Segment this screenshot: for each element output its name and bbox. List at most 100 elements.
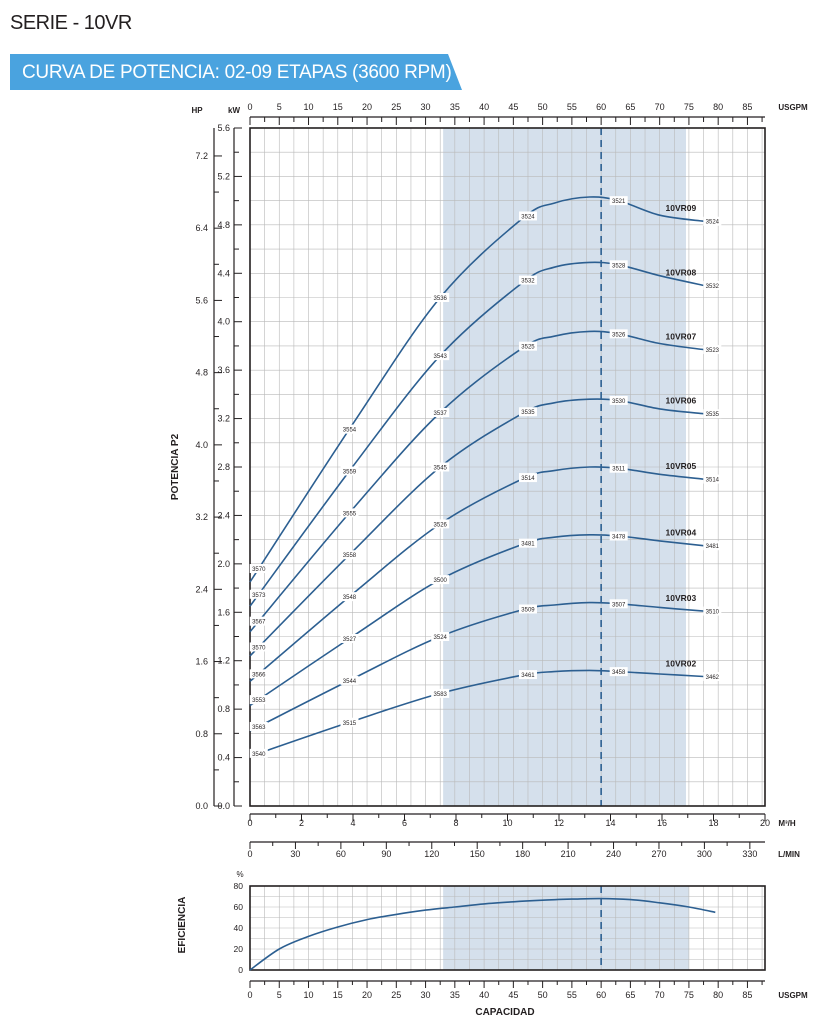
rpm-label-group: 3461 <box>518 670 537 680</box>
rpm-label: 3478 <box>612 535 626 541</box>
kw-tick-label: 2.4 <box>217 510 230 520</box>
bottom-usgpm-tick-label: 60 <box>596 990 606 1000</box>
usgpm-tick-label: 30 <box>421 102 431 112</box>
rpm-label-group: 3500 <box>431 575 450 585</box>
rpm-label: 3544 <box>343 679 357 685</box>
rpm-label-bg <box>703 541 722 551</box>
lmin-tick-label: 330 <box>742 849 757 859</box>
rpm-label-group: 3573 <box>249 589 268 599</box>
rpm-label: 3530 <box>612 399 626 405</box>
rpm-label: 3553 <box>252 698 266 704</box>
rpm-label: 3548 <box>343 595 357 601</box>
rpm-label-bg <box>249 721 268 731</box>
m3h-tick-label: 14 <box>605 818 615 828</box>
rpm-label-group: 3526 <box>609 329 628 339</box>
rpm-label-bg <box>609 395 628 405</box>
rpm-label: 3554 <box>343 428 357 434</box>
rpm-label-group: 3509 <box>518 604 537 614</box>
series-title: SERIE - 10VR <box>10 12 132 34</box>
banner-title: CURVA DE POTENCIA: 02-09 ETAPAS (3600 RP… <box>22 62 452 83</box>
bottom-usgpm-tick-label: 70 <box>655 990 665 1000</box>
rpm-label-bg <box>431 575 450 585</box>
hp-tick-label: 4.0 <box>195 440 208 450</box>
efficiency-tick-label: 40 <box>234 923 244 933</box>
rpm-label: 3524 <box>434 635 448 641</box>
rpm-label: 3521 <box>612 199 626 205</box>
rpm-label-bg <box>340 592 359 602</box>
rpm-label-group: 3535 <box>703 409 722 419</box>
rpm-label-group: 3478 <box>609 531 628 541</box>
rpm-label-group: 3537 <box>431 408 450 418</box>
rpm-label: 3535 <box>521 410 535 416</box>
rpm-label-group: 3570 <box>249 642 268 652</box>
rpm-label-group: 3481 <box>703 541 722 551</box>
m3h-tick-label: 0 <box>247 818 252 828</box>
usgpm-tick-label: 70 <box>655 102 665 112</box>
rpm-label: 3558 <box>343 553 357 559</box>
rpm-label: 3462 <box>706 675 720 681</box>
rpm-label: 3523 <box>706 348 720 354</box>
kw-tick-label: 2.8 <box>217 462 230 472</box>
rpm-label-group: 3524 <box>518 211 537 221</box>
rpm-label: 3514 <box>706 478 720 484</box>
kw-tick-label: 4.0 <box>217 317 230 327</box>
bottom-usgpm-tick-label: 85 <box>742 990 752 1000</box>
model-label: 10VR06 <box>666 396 697 406</box>
rpm-label: 3458 <box>612 670 626 676</box>
usgpm-tick-label: 5 <box>277 102 282 112</box>
m3h-unit-label: M³/H <box>778 819 796 828</box>
rpm-label-group: 3558 <box>340 550 359 560</box>
hp-unit-label: HP <box>191 106 203 115</box>
rpm-label-bg <box>340 550 359 560</box>
rpm-label: 3461 <box>521 673 535 679</box>
efficiency-unit-label: % <box>236 870 243 879</box>
lmin-tick-label: 0 <box>247 849 252 859</box>
usgpm-tick-label: 35 <box>450 102 460 112</box>
model-label: 10VR04 <box>666 528 697 538</box>
kw-tick-label: 3.6 <box>217 365 230 375</box>
efficiency-tick-label: 20 <box>234 944 244 954</box>
kw-tick-label: 1.2 <box>217 656 230 666</box>
bottom-usgpm-tick-label: 45 <box>508 990 518 1000</box>
rpm-label: 3566 <box>252 672 266 678</box>
kw-tick-label: 2.0 <box>217 559 230 569</box>
kw-tick-label: 5.2 <box>217 171 230 181</box>
bottom-usgpm-tick-label: 5 <box>277 990 282 1000</box>
rpm-label-bg <box>340 717 359 727</box>
usgpm-tick-label: 85 <box>742 102 752 112</box>
rpm-label-group: 3532 <box>703 280 722 290</box>
m3h-tick-label: 18 <box>708 818 718 828</box>
rpm-label-bg <box>431 462 450 472</box>
usgpm-tick-label: 40 <box>479 102 489 112</box>
usgpm-tick-label: 25 <box>391 102 401 112</box>
rpm-label: 3514 <box>521 476 535 482</box>
rpm-label: 3528 <box>612 263 626 269</box>
efficiency-curve-line <box>249 897 716 971</box>
m3h-tick-label: 6 <box>402 818 407 828</box>
rpm-label-group: 3563 <box>249 721 268 731</box>
rpm-label-bg <box>609 260 628 270</box>
rpm-label-bg <box>703 216 722 226</box>
rpm-label-group: 3566 <box>249 669 268 679</box>
bottom-usgpm-tick-label: 25 <box>391 990 401 1000</box>
kw-tick-label: 0.0 <box>217 801 230 811</box>
rpm-label: 3537 <box>434 411 448 417</box>
rpm-label-group: 3544 <box>340 675 359 685</box>
rpm-label-bg <box>340 675 359 685</box>
rpm-label-bg <box>518 407 537 417</box>
rpm-label-bg <box>431 408 450 418</box>
usgpm-tick-label: 80 <box>713 102 723 112</box>
usgpm-tick-label: 60 <box>596 102 606 112</box>
rpm-label-bg <box>518 275 537 285</box>
rpm-label-group: 3583 <box>431 688 450 698</box>
rpm-label-bg <box>249 642 268 652</box>
usgpm-tick-label: 20 <box>362 102 372 112</box>
rpm-label-group: 3525 <box>518 341 537 351</box>
rpm-label-group: 3527 <box>340 633 359 643</box>
rpm-label-group: 3553 <box>249 695 268 705</box>
rpm-label-group: 3540 <box>249 748 268 758</box>
m3h-tick-label: 4 <box>350 818 355 828</box>
rpm-label: 3515 <box>343 721 357 727</box>
rpm-label: 3510 <box>706 610 720 616</box>
